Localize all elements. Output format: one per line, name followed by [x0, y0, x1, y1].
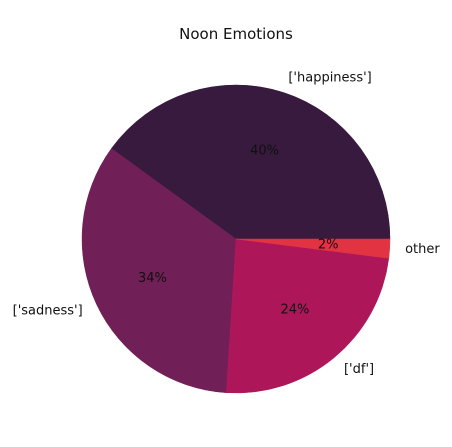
- slice-percent-df: 24%: [280, 303, 309, 318]
- slice-percent-happiness: 40%: [250, 144, 279, 159]
- pie-slice-happiness: [111, 84, 391, 240]
- slice-percent-other: 2%: [318, 237, 339, 252]
- pie-slices: [81, 84, 391, 394]
- pie-slice-df: [226, 238, 390, 394]
- slice-label-other: other: [405, 242, 440, 257]
- slice-percent-sadness: 34%: [138, 271, 167, 286]
- chart-title: Noon Emotions: [179, 25, 293, 43]
- slice-label-df: ['df']: [344, 362, 374, 377]
- pie-labels: ['happiness'] 40% ['sadness'] 34% ['df'] 24% o…: [13, 70, 441, 377]
- slice-label-happiness: ['happiness']: [288, 70, 371, 85]
- pie-slice-sadness: [81, 148, 237, 393]
- slice-label-sadness: ['sadness']: [13, 304, 83, 319]
- pie-slice-other: [235, 238, 391, 259]
